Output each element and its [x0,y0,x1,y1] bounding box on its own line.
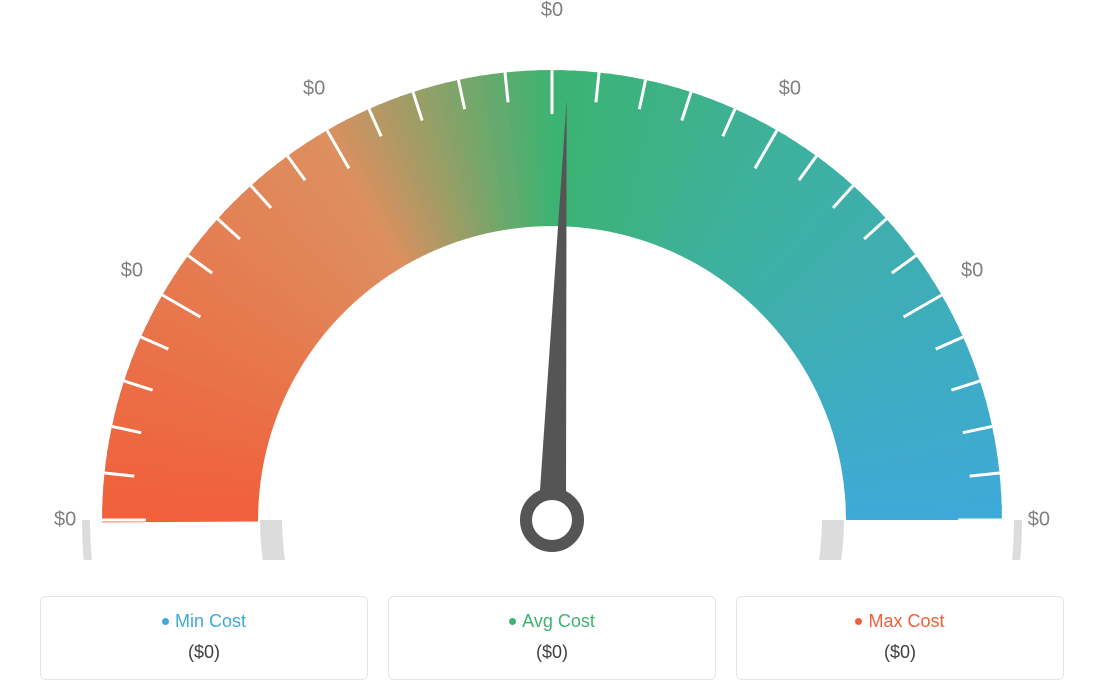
legend-card-min: Min Cost ($0) [40,596,368,680]
legend-row: Min Cost ($0) Avg Cost ($0) Max Cost ($0… [40,596,1064,680]
legend-title-max: Max Cost [855,611,944,632]
legend-value-avg: ($0) [399,642,705,663]
gauge-svg [32,0,1072,560]
legend-label-avg: Avg Cost [522,611,595,632]
legend-value-max: ($0) [747,642,1053,663]
legend-label-min: Min Cost [175,611,246,632]
gauge-tick-label: $0 [121,260,143,283]
legend-value-min: ($0) [51,642,357,663]
legend-card-avg: Avg Cost ($0) [388,596,716,680]
gauge-tick-label: $0 [54,509,76,532]
gauge-tick-label: $0 [779,77,801,100]
gauge-tick-label: $0 [541,0,563,22]
legend-dot-max [855,618,862,625]
gauge-tick-label: $0 [303,77,325,100]
legend-dot-min [162,618,169,625]
gauge-tick-label: $0 [1028,509,1050,532]
legend-title-avg: Avg Cost [509,611,595,632]
legend-label-max: Max Cost [868,611,944,632]
gauge-chart: $0 $0 $0 $0 $0 $0 $0 [32,0,1072,560]
gauge-tick-label: $0 [961,260,983,283]
legend-dot-avg [509,618,516,625]
legend-title-min: Min Cost [162,611,246,632]
legend-card-max: Max Cost ($0) [736,596,1064,680]
